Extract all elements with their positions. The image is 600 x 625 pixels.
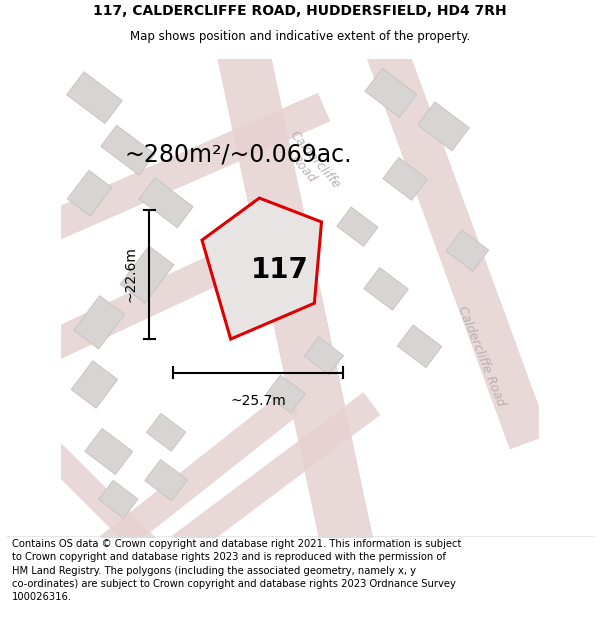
Polygon shape [71,361,118,408]
Text: ~280m²/~0.069ac.: ~280m²/~0.069ac. [124,143,352,167]
Text: Map shows position and indicative extent of the property.: Map shows position and indicative extent… [130,30,470,43]
Polygon shape [146,413,186,451]
Polygon shape [120,246,174,303]
Polygon shape [383,158,427,200]
Polygon shape [101,126,155,175]
Polygon shape [304,337,344,375]
Text: Caldercliffe
Road: Caldercliffe Road [276,128,343,201]
Text: Caldercliffe Road: Caldercliffe Road [455,304,508,408]
Polygon shape [364,268,408,310]
Polygon shape [418,102,469,151]
Polygon shape [266,375,305,413]
Text: 117, CALDERCLIFFE ROAD, HUDDERSFIELD, HD4 7RH: 117, CALDERCLIFFE ROAD, HUDDERSFIELD, HD… [93,4,507,18]
Polygon shape [337,207,378,246]
Polygon shape [74,296,125,349]
Polygon shape [446,230,488,271]
Text: ~22.6m: ~22.6m [124,247,137,302]
Polygon shape [67,72,122,124]
Polygon shape [99,481,138,518]
Text: Contains OS data © Crown copyright and database right 2021. This information is : Contains OS data © Crown copyright and d… [12,539,461,602]
Polygon shape [145,459,187,501]
Polygon shape [139,178,193,227]
Text: ~25.7m: ~25.7m [230,394,286,408]
Polygon shape [85,429,133,474]
Text: 117: 117 [251,256,309,284]
Polygon shape [397,325,442,368]
Polygon shape [365,69,416,118]
Polygon shape [202,198,322,339]
Polygon shape [67,170,112,216]
